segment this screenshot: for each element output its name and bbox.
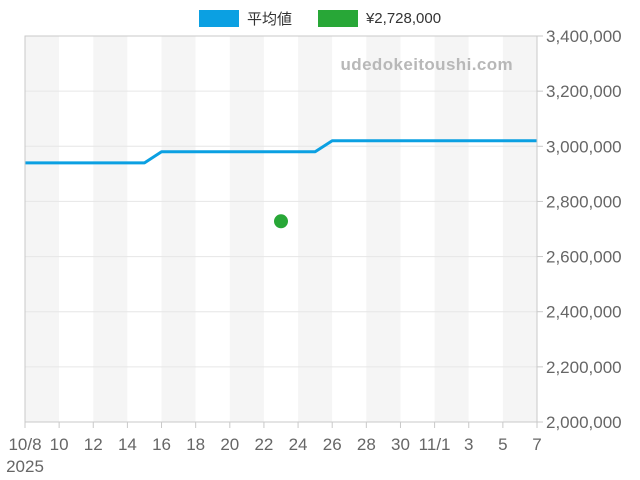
x-axis-label: 10: [50, 435, 69, 454]
legend-item-average[interactable]: 平均値: [198, 8, 292, 29]
plot-stripe: [93, 36, 128, 422]
plot-stripe: [25, 36, 60, 422]
plot-stripe: [400, 36, 435, 422]
y-axis-label: 3,200,000: [546, 82, 622, 101]
plot-border: [24, 35, 538, 423]
x-axis-label: 30: [391, 435, 410, 454]
plot-stripe: [127, 36, 162, 422]
data-series[interactable]: [25, 139, 537, 229]
x-axis-label: 22: [254, 435, 273, 454]
x-axis-label: 24: [289, 435, 308, 454]
y-axis-label: 3,000,000: [546, 137, 622, 156]
y-axis-label: 2,600,000: [546, 248, 622, 267]
y-axis-label: 2,200,000: [546, 358, 622, 377]
x-axis-label: 10/8: [8, 435, 41, 454]
plot-stripe: [502, 36, 537, 422]
x-axis-label: 7: [532, 435, 541, 454]
x-axis-label: 28: [357, 435, 376, 454]
x-axis-label: 18: [186, 435, 205, 454]
plot-stripe: [229, 36, 264, 422]
x-axis-label: 12: [84, 435, 103, 454]
legend-swatch-price-icon: [317, 10, 358, 27]
plot-stripe: [434, 36, 469, 422]
y-axis-label: 2,400,000: [546, 303, 622, 322]
plot-stripe: [59, 36, 94, 422]
plot-stripe: [195, 36, 230, 422]
plot-stripe: [298, 36, 333, 422]
x-axis-label: 20: [220, 435, 239, 454]
axes: 2,000,000 2,200,000 2,400,000 2,600,000 2,80…: [6, 27, 622, 476]
plot-stripe: [468, 36, 503, 422]
y-axis-label: 3,400,000: [546, 27, 622, 46]
legend-swatch-average-icon: [198, 10, 239, 27]
plot-stripe: [332, 36, 367, 422]
plot-stripe: [366, 36, 401, 422]
legend-label-price: ¥2,728,000: [365, 10, 442, 27]
price-point[interactable]: [274, 214, 288, 229]
x-axis-label: 3: [464, 435, 473, 454]
y-axis-label: 2,800,000: [546, 192, 622, 211]
x-axis-label: 5: [498, 435, 507, 454]
x-axis-year-label: 2025: [6, 457, 44, 476]
average-price-line[interactable]: [25, 139, 537, 165]
x-axis-label: 14: [118, 435, 137, 454]
x-axis-label: 16: [152, 435, 171, 454]
plot-stripe: [263, 36, 299, 422]
plot-stripe: [161, 36, 196, 422]
legend-item-price[interactable]: ¥2,728,000: [317, 10, 442, 27]
chart-legend: 平均値 ¥2,728,000: [0, 8, 640, 29]
y-axis-label: 2,000,000: [546, 413, 622, 432]
legend-label-average: 平均値: [246, 11, 292, 28]
watermark: udedokeitoushi.com: [341, 55, 514, 74]
plot-background: [25, 36, 537, 422]
x-axis-label: 26: [323, 435, 342, 454]
x-axis-label: 11/1: [419, 435, 451, 454]
